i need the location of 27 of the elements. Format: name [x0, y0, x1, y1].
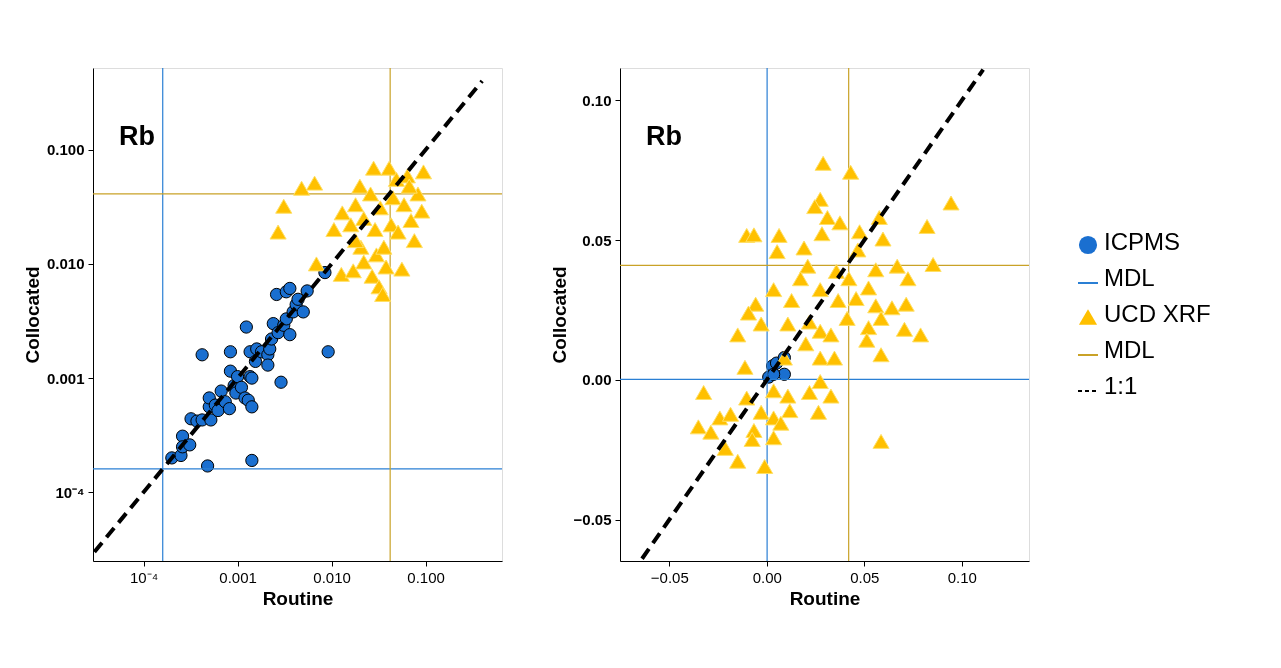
x-tick-label: 0.010	[313, 568, 351, 586]
y-axis-title: Collocated	[548, 266, 570, 364]
legend-label: UCD XRF	[1104, 300, 1211, 327]
x-axis-title: Routine	[789, 587, 861, 609]
x-tick-label: 0.001	[219, 568, 257, 586]
y-tick-label: 0.010	[46, 255, 85, 273]
x-tick-label: 10⁻⁴	[129, 568, 159, 586]
y-tick-label: −0.05	[573, 511, 612, 529]
legend-label: 1:1	[1104, 372, 1138, 399]
y-tick-label: 0.10	[582, 91, 612, 109]
y-tick-label: 0.001	[46, 369, 85, 387]
y-tick-label: 0.100	[46, 141, 85, 159]
legend-label: MDL	[1104, 264, 1155, 291]
annotation: Rb	[646, 121, 682, 151]
y-tick-label: 0.00	[582, 371, 612, 389]
y-tick-label: 10⁻⁴	[55, 483, 85, 501]
legend-label: ICPMS	[1104, 228, 1181, 255]
x-tick-label: 0.10	[947, 568, 977, 586]
x-tick-label: −0.05	[650, 568, 689, 586]
y-tick-label: 0.05	[582, 231, 612, 249]
x-axis-title: Routine	[262, 587, 334, 609]
annotation: Rb	[119, 121, 155, 151]
x-tick-label: 0.00	[752, 568, 782, 586]
y-axis-title: Collocated	[21, 266, 43, 364]
x-tick-label: 0.05	[850, 568, 880, 586]
legend-label: MDL	[1104, 336, 1155, 363]
x-tick-label: 0.100	[407, 568, 445, 586]
